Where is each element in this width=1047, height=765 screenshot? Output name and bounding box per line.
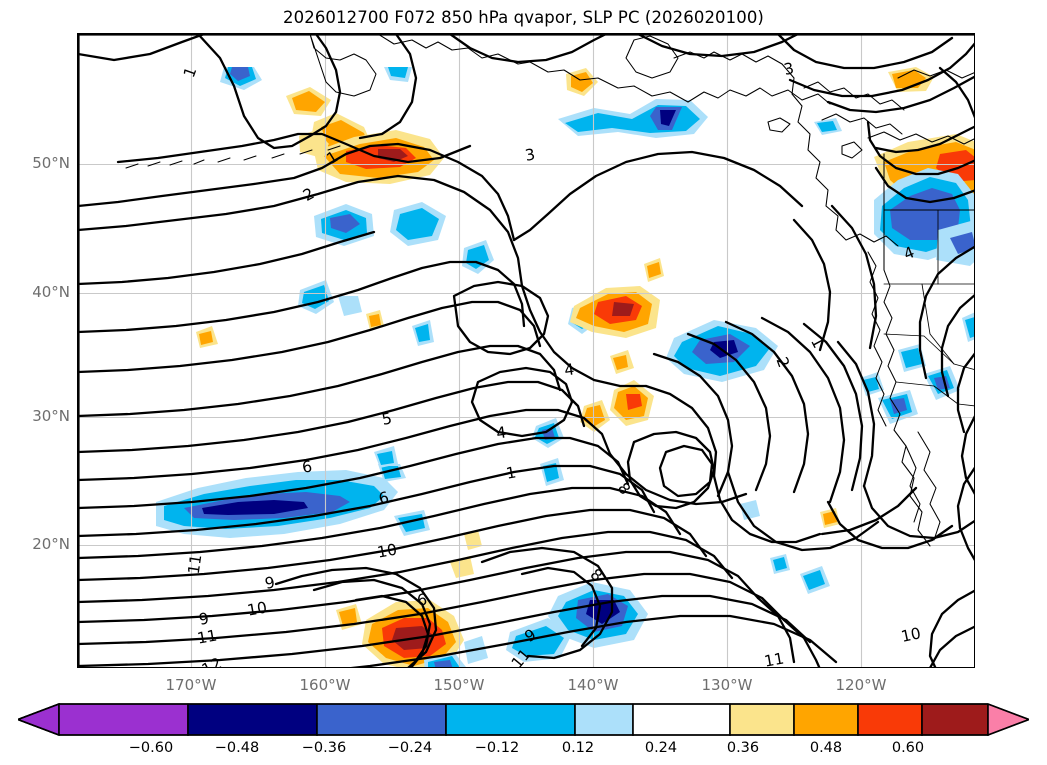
svg-text:10: 10: [376, 540, 399, 561]
svg-text:10: 10: [899, 624, 922, 646]
xtick-120w: 120°W: [835, 676, 887, 694]
svg-text:6: 6: [416, 590, 429, 609]
svg-text:5: 5: [380, 409, 393, 429]
xtick-160w: 160°W: [299, 676, 351, 694]
ytick-30n: 30°N: [32, 407, 70, 425]
xtick-140w: 140°W: [567, 676, 619, 694]
contour-layer: [78, 34, 974, 667]
svg-text:6: 6: [377, 488, 391, 508]
colorbar-tick-8: 0.48: [809, 740, 843, 756]
colorbar-tick-4: −0.12: [474, 740, 520, 756]
svg-text:11: 11: [185, 553, 206, 575]
svg-text:4: 4: [563, 360, 575, 379]
svg-text:3: 3: [524, 145, 537, 164]
colorbar-tick-7: 0.36: [726, 740, 760, 756]
colorbar-tick-5: 0.12: [561, 740, 595, 756]
map-canvas: 1 1 3 3 2 2 4 5 4 4 2 1 6 6 1 8 3: [78, 34, 974, 668]
ytick-50n: 50°N: [32, 154, 70, 172]
ytick-40n: 40°N: [32, 283, 70, 301]
colorbar-tick-2: −0.36: [301, 740, 347, 756]
xtick-150w: 150°W: [433, 676, 485, 694]
colorbar-tick-9: 0.60: [891, 740, 925, 756]
svg-text:9: 9: [197, 609, 210, 629]
svg-text:10: 10: [246, 598, 269, 619]
colorbar-tick-3: −0.24: [387, 740, 433, 756]
svg-text:11: 11: [763, 649, 786, 668]
svg-text:4: 4: [495, 423, 507, 442]
svg-text:3: 3: [782, 59, 795, 79]
colorbar[interactable]: [18, 703, 1029, 736]
ytick-20n: 20°N: [32, 535, 70, 553]
map-plot-area[interactable]: 1 1 3 3 2 2 4 5 4 4 2 1 6 6 1 8 3: [77, 33, 975, 668]
colorbar-tick-1: −0.48: [214, 740, 260, 756]
page-title: 2026012700 F072 850 hPa qvapor, SLP PC (…: [283, 8, 764, 27]
colorbar-tick-6: 0.24: [644, 740, 678, 756]
svg-text:1: 1: [505, 463, 518, 482]
xtick-130w: 130°W: [701, 676, 753, 694]
colorbar-tick-0: −0.60: [128, 740, 174, 756]
svg-text:11: 11: [196, 626, 219, 647]
xtick-170w: 170°W: [165, 676, 217, 694]
svg-text:6: 6: [301, 457, 314, 476]
colorbar-canvas: [18, 703, 1029, 736]
svg-text:9: 9: [263, 573, 276, 593]
